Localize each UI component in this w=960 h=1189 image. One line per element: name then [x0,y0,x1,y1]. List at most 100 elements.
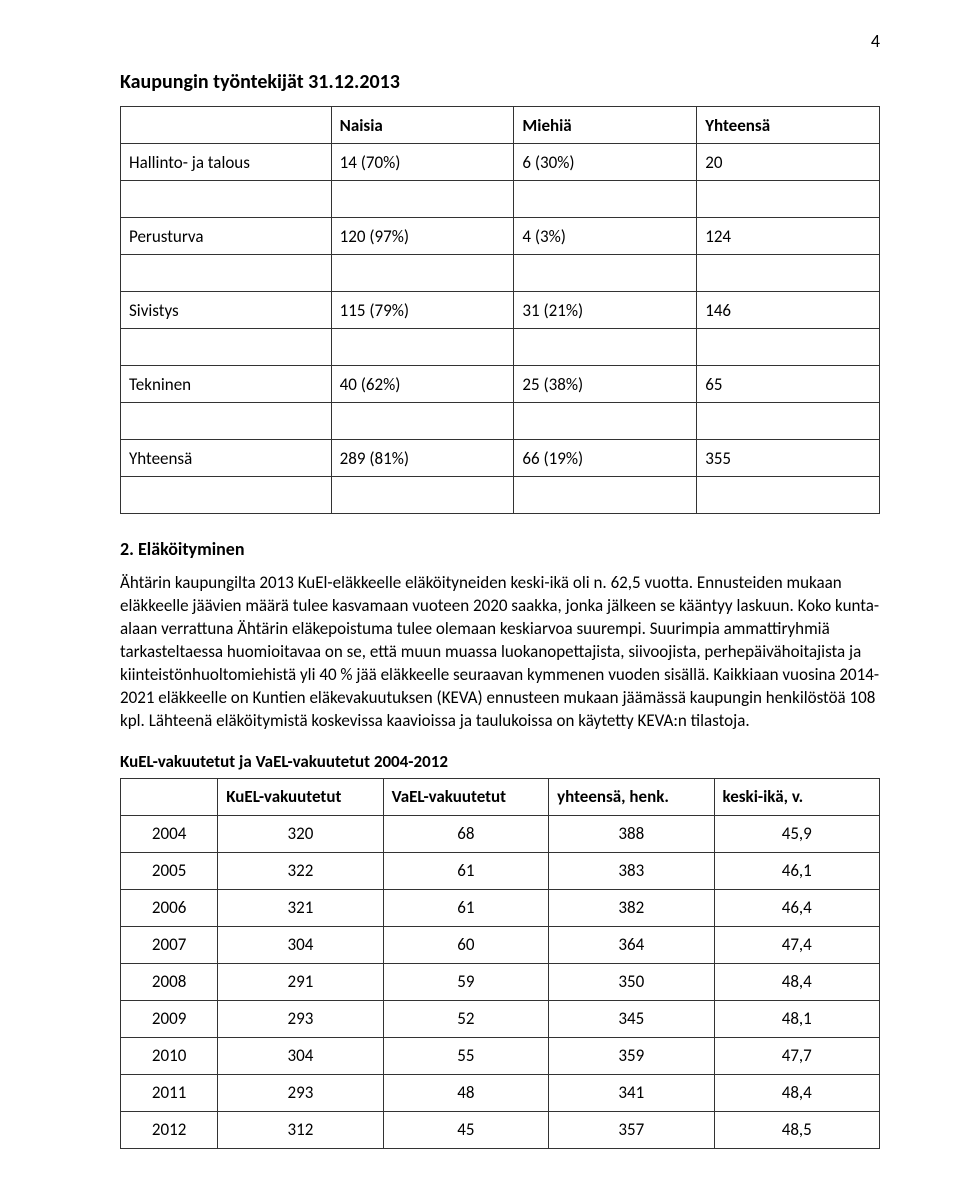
cell: 14 (70%) [331,144,514,181]
cell: 59 [383,963,548,1000]
year: 2004 [121,815,218,852]
cell: 322 [218,852,383,889]
spacer-row [121,403,880,440]
cell: 4 (3%) [514,218,697,255]
table-row: 2004 320 68 388 45,9 [121,815,880,852]
page-root: 4 Kaupungin työntekijät 31.12.2013 Naisi… [0,0,960,1189]
cell: 66 (19%) [514,440,697,477]
cell: 304 [218,926,383,963]
table-row: 2009 293 52 345 48,1 [121,1000,880,1037]
table-row: Hallinto- ja talous 14 (70%) 6 (30%) 20 [121,144,880,181]
insured-table: KuEL-vakuutetut VaEL-vakuutetut yhteensä… [120,778,880,1149]
cell: 382 [549,889,714,926]
cell: 146 [697,292,880,329]
cell: 359 [549,1037,714,1074]
cell: 60 [383,926,548,963]
cell: 120 (97%) [331,218,514,255]
year: 2008 [121,963,218,1000]
section-heading: 2. Eläköityminen [120,538,880,560]
table-row: Yhteensä 289 (81%) 66 (19%) 355 [121,440,880,477]
cell: 312 [218,1111,383,1148]
cell: 388 [549,815,714,852]
year: 2006 [121,889,218,926]
col-naisia: Naisia [331,107,514,144]
spacer-row [121,477,880,514]
table-row: 2012 312 45 357 48,5 [121,1111,880,1148]
cell: 47,4 [714,926,880,963]
cell: 364 [549,926,714,963]
cell: 341 [549,1074,714,1111]
year: 2007 [121,926,218,963]
cell: 291 [218,963,383,1000]
cell: 48,5 [714,1111,880,1148]
spacer-row [121,181,880,218]
table-row: 2005 322 61 383 46,1 [121,852,880,889]
cell: 115 (79%) [331,292,514,329]
table-row: Sivistys 115 (79%) 31 (21%) 146 [121,292,880,329]
col-miehia: Miehiä [514,107,697,144]
table-row: 2008 291 59 350 48,4 [121,963,880,1000]
cell: 48,4 [714,1074,880,1111]
cell: 304 [218,1037,383,1074]
cell: 61 [383,889,548,926]
cell: 6 (30%) [514,144,697,181]
cell: 357 [549,1111,714,1148]
cell: 61 [383,852,548,889]
spacer-row [121,329,880,366]
cell: 320 [218,815,383,852]
col-vael: VaEL-vakuutetut [383,778,548,815]
cell: 293 [218,1074,383,1111]
table-header-row: KuEL-vakuutetut VaEL-vakuutetut yhteensä… [121,778,880,815]
cell: 52 [383,1000,548,1037]
cell: 46,4 [714,889,880,926]
col-total: yhteensä, henk. [549,778,714,815]
table-row: Perusturva 120 (97%) 4 (3%) 124 [121,218,880,255]
cell: 55 [383,1037,548,1074]
table-row: Tekninen 40 (62%) 25 (38%) 65 [121,366,880,403]
row-label: Sivistys [121,292,332,329]
section-paragraph: Ähtärin kaupungilta 2013 KuEl-eläkkeelle… [120,572,880,733]
cell: 289 (81%) [331,440,514,477]
cell: 355 [697,440,880,477]
cell: 345 [549,1000,714,1037]
cell: 293 [218,1000,383,1037]
table-row: 2006 321 61 382 46,4 [121,889,880,926]
year: 2009 [121,1000,218,1037]
year: 2011 [121,1074,218,1111]
cell: 48 [383,1074,548,1111]
year: 2012 [121,1111,218,1148]
cell: 65 [697,366,880,403]
cell: 48,1 [714,1000,880,1037]
cell: 350 [549,963,714,1000]
cell: 383 [549,852,714,889]
table-row: 2010 304 55 359 47,7 [121,1037,880,1074]
col-avgage: keski-ikä, v. [714,778,880,815]
row-label: Perusturva [121,218,332,255]
table-row: 2007 304 60 364 47,4 [121,926,880,963]
cell: 124 [697,218,880,255]
year: 2005 [121,852,218,889]
year: 2010 [121,1037,218,1074]
cell: 40 (62%) [331,366,514,403]
row-label: Tekninen [121,366,332,403]
cell: 48,4 [714,963,880,1000]
cell: 46,1 [714,852,880,889]
cell: 20 [697,144,880,181]
col-blank [121,107,332,144]
cell: 25 (38%) [514,366,697,403]
row-label: Yhteensä [121,440,332,477]
table-row: 2011 293 48 341 48,4 [121,1074,880,1111]
page-number: 4 [871,30,880,52]
document-title: Kaupungin työntekijät 31.12.2013 [120,70,880,94]
cell: 321 [218,889,383,926]
col-yhteensa: Yhteensä [697,107,880,144]
row-label: Hallinto- ja talous [121,144,332,181]
cell: 31 (21%) [514,292,697,329]
cell: 45,9 [714,815,880,852]
employees-table: Naisia Miehiä Yhteensä Hallinto- ja talo… [120,106,880,514]
col-kuel: KuEL-vakuutetut [218,778,383,815]
table-header-row: Naisia Miehiä Yhteensä [121,107,880,144]
cell: 47,7 [714,1037,880,1074]
table2-title: KuEL-vakuutetut ja VaEL-vakuutetut 2004-… [120,751,880,772]
cell: 68 [383,815,548,852]
